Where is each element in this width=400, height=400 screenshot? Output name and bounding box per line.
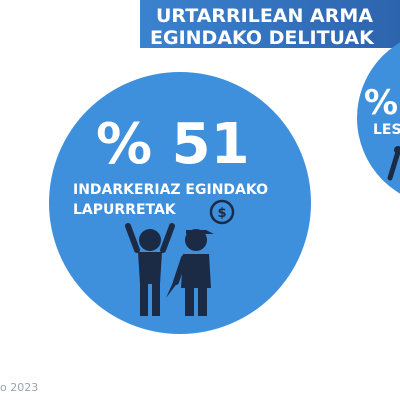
stat-label: INDARKERIAZ EGINDAKO (73, 182, 268, 198)
stat-circle (357, 42, 400, 194)
robbery-icon: $ (125, 199, 235, 316)
header-line: URTARRILEAN ARMA (156, 5, 373, 27)
stat-value: % 51 (96, 112, 250, 177)
stat-label: LES (373, 122, 400, 138)
stat-circle (49, 72, 311, 334)
header-line: EGINDAKO DELITUAK (150, 27, 375, 49)
stat-value: % (364, 83, 398, 123)
header-banner (140, 0, 400, 48)
icon (394, 146, 400, 154)
icon (387, 149, 400, 181)
footer: o 2023 (0, 381, 38, 394)
svg-text:$: $ (217, 206, 226, 221)
stat-label: LAPURRETAK (73, 202, 177, 218)
